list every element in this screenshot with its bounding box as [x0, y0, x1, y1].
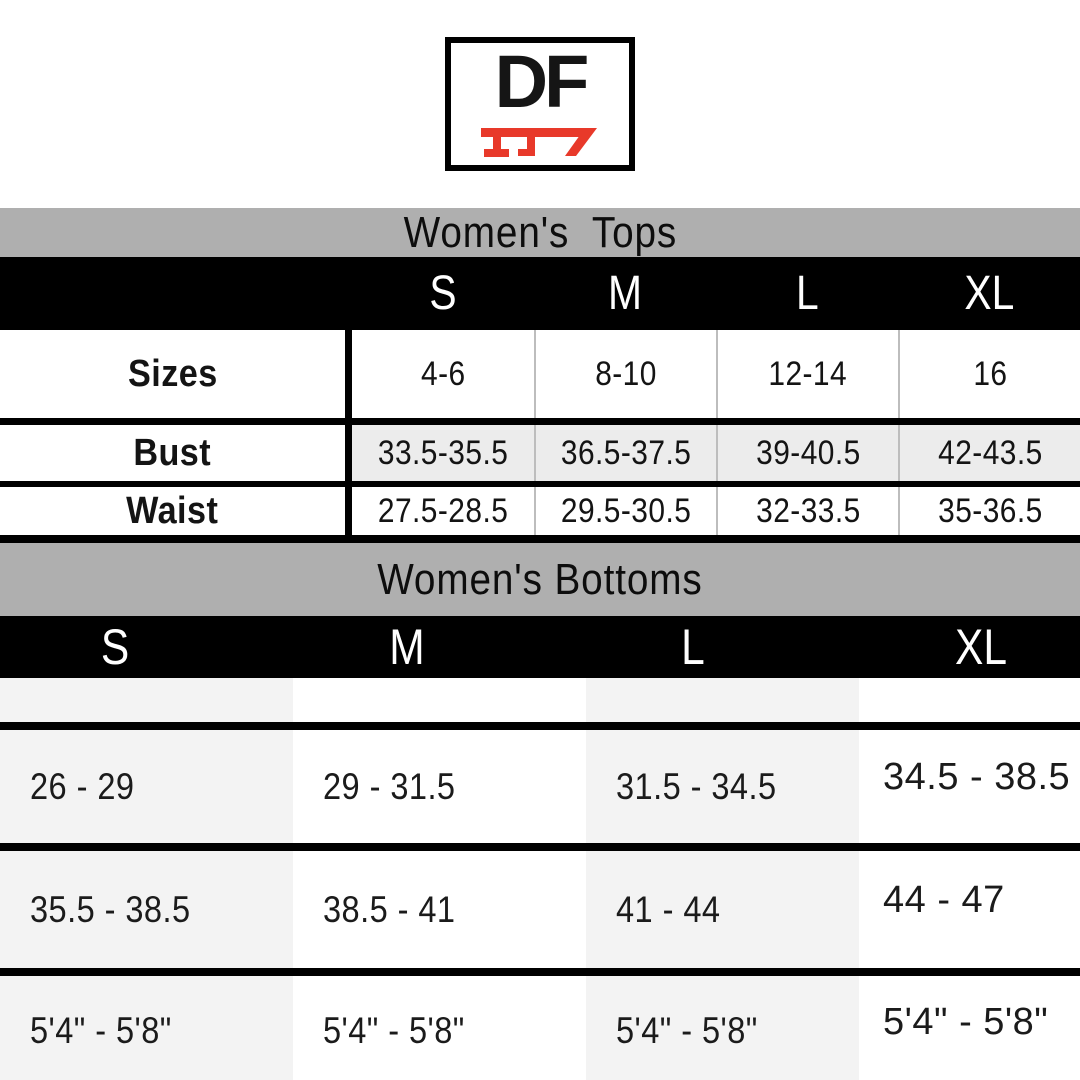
cell-text: 29 - 31.5 — [323, 765, 456, 807]
cell-text: 38.5 - 41 — [323, 888, 456, 930]
cell-text: 5'4" - 5'8" — [30, 1010, 172, 1051]
cell-text: 33.5-35.5 — [377, 433, 509, 472]
cell-text: 27.5-28.5 — [377, 491, 509, 530]
header-label: XL — [955, 619, 1007, 675]
table-cell: 33.5-35.5 — [352, 425, 534, 481]
table-cell: 34.5 - 38.5 — [859, 730, 1080, 843]
table-cell: 36.5-37.5 — [534, 425, 716, 481]
cell-text: 4-6 — [420, 354, 466, 393]
divider — [0, 968, 1080, 976]
logo-text: DF — [494, 40, 590, 123]
tops-row-waist: Waist 27.5-28.5 29.5-30.5 32-33.5 35-36.… — [0, 487, 1080, 535]
cell-text: 29.5-30.5 — [560, 491, 692, 530]
row-label: Sizes — [127, 352, 218, 395]
stripe-cell — [0, 678, 293, 722]
header-label: L — [681, 619, 705, 675]
tops-row-bust: Bust 33.5-35.5 36.5-37.5 39-40.5 42-43.5 — [0, 425, 1080, 481]
cell-text: 39-40.5 — [755, 433, 861, 472]
table-cell: 26 - 29 — [0, 730, 293, 843]
cell-text: 16 — [972, 354, 1008, 393]
tops-header-spacer — [0, 257, 352, 330]
row-label-cell: Sizes — [0, 330, 352, 418]
table-cell: 32-33.5 — [716, 487, 898, 535]
logo-area: DF — [0, 0, 1080, 208]
tops-header-s: S — [352, 257, 534, 330]
cell-text: 5'4" - 5'8" — [323, 1010, 465, 1051]
tops-header-l: L — [716, 257, 898, 330]
bottoms-title: Women's Bottoms — [377, 554, 703, 604]
cell-text: 5'4" - 5'8" — [616, 1010, 758, 1051]
row-label: Waist — [126, 489, 219, 532]
header-label: M — [389, 619, 425, 675]
divider — [0, 535, 1080, 543]
table-cell: 44 - 47 — [859, 851, 1080, 968]
table-cell: 41 - 44 — [586, 851, 859, 968]
row-label-cell: Bust — [0, 425, 352, 481]
bottoms-title-bar: Women's Bottoms — [0, 543, 1080, 616]
df-logo: DF — [445, 37, 635, 171]
header-label: S — [429, 267, 457, 320]
row-label-cell: Waist — [0, 487, 352, 535]
bottoms-row-3: 5'4" - 5'8" 5'4" - 5'8" 5'4" - 5'8" 5'4"… — [0, 976, 1080, 1080]
table-cell: 29 - 31.5 — [293, 730, 586, 843]
table-cell: 31.5 - 34.5 — [586, 730, 859, 843]
cell-text: 36.5-37.5 — [560, 433, 692, 472]
cell-text: 5'4" - 5'8" — [883, 1000, 1049, 1043]
tops-header-m: M — [534, 257, 716, 330]
header-label: XL — [964, 267, 1014, 320]
table-cell: 27.5-28.5 — [352, 487, 534, 535]
bottoms-row-2: 35.5 - 38.5 38.5 - 41 41 - 44 44 - 47 — [0, 851, 1080, 968]
bottoms-size-header-bar: S M L XL — [0, 616, 1080, 678]
header-label: M — [607, 267, 642, 320]
tops-header-xl: XL — [898, 257, 1080, 330]
logo-underline-mark-icon — [481, 128, 597, 157]
divider — [0, 418, 1080, 425]
divider — [0, 722, 1080, 730]
cell-text: 32-33.5 — [755, 491, 861, 530]
tops-title: Women's Tops — [403, 207, 677, 257]
divider — [0, 843, 1080, 851]
bottoms-row-1: 26 - 29 29 - 31.5 31.5 - 34.5 34.5 - 38.… — [0, 730, 1080, 843]
header-label: S — [100, 619, 130, 675]
divider — [0, 481, 1080, 487]
cell-text: 35-36.5 — [937, 491, 1043, 530]
stripe-cell — [293, 678, 586, 722]
cell-text: 31.5 - 34.5 — [616, 765, 777, 807]
table-cell: 16 — [898, 330, 1080, 418]
row-label: Bust — [133, 431, 212, 474]
table-cell: 42-43.5 — [898, 425, 1080, 481]
tops-title-bar: Women's Tops — [0, 208, 1080, 257]
table-cell: 5'4" - 5'8" — [0, 976, 293, 1080]
table-cell: 8-10 — [534, 330, 716, 418]
cell-text: 44 - 47 — [883, 879, 1005, 921]
table-cell: 35.5 - 38.5 — [0, 851, 293, 968]
table-cell: 35-36.5 — [898, 487, 1080, 535]
table-cell: 4-6 — [352, 330, 534, 418]
cell-text: 35.5 - 38.5 — [30, 888, 191, 930]
stripe-cell — [586, 678, 859, 722]
table-cell: 12-14 — [716, 330, 898, 418]
cell-text: 26 - 29 — [30, 765, 135, 807]
bottoms-empty-band — [0, 678, 1080, 722]
cell-text: 8-10 — [595, 354, 657, 393]
stripe-cell — [859, 678, 1080, 722]
tops-size-header-bar: S M L XL — [0, 257, 1080, 330]
cell-text: 41 - 44 — [616, 888, 721, 930]
header-label: L — [795, 267, 819, 320]
tops-row-sizes: Sizes 4-6 8-10 12-14 16 — [0, 330, 1080, 418]
cell-text: 34.5 - 38.5 — [883, 756, 1071, 798]
table-cell: 5'4" - 5'8" — [586, 976, 859, 1080]
cell-text: 12-14 — [768, 354, 848, 393]
table-cell: 39-40.5 — [716, 425, 898, 481]
table-cell: 5'4" - 5'8" — [293, 976, 586, 1080]
table-cell: 5'4" - 5'8" — [859, 976, 1080, 1080]
table-cell: 29.5-30.5 — [534, 487, 716, 535]
table-cell: 38.5 - 41 — [293, 851, 586, 968]
cell-text: 42-43.5 — [937, 433, 1043, 472]
